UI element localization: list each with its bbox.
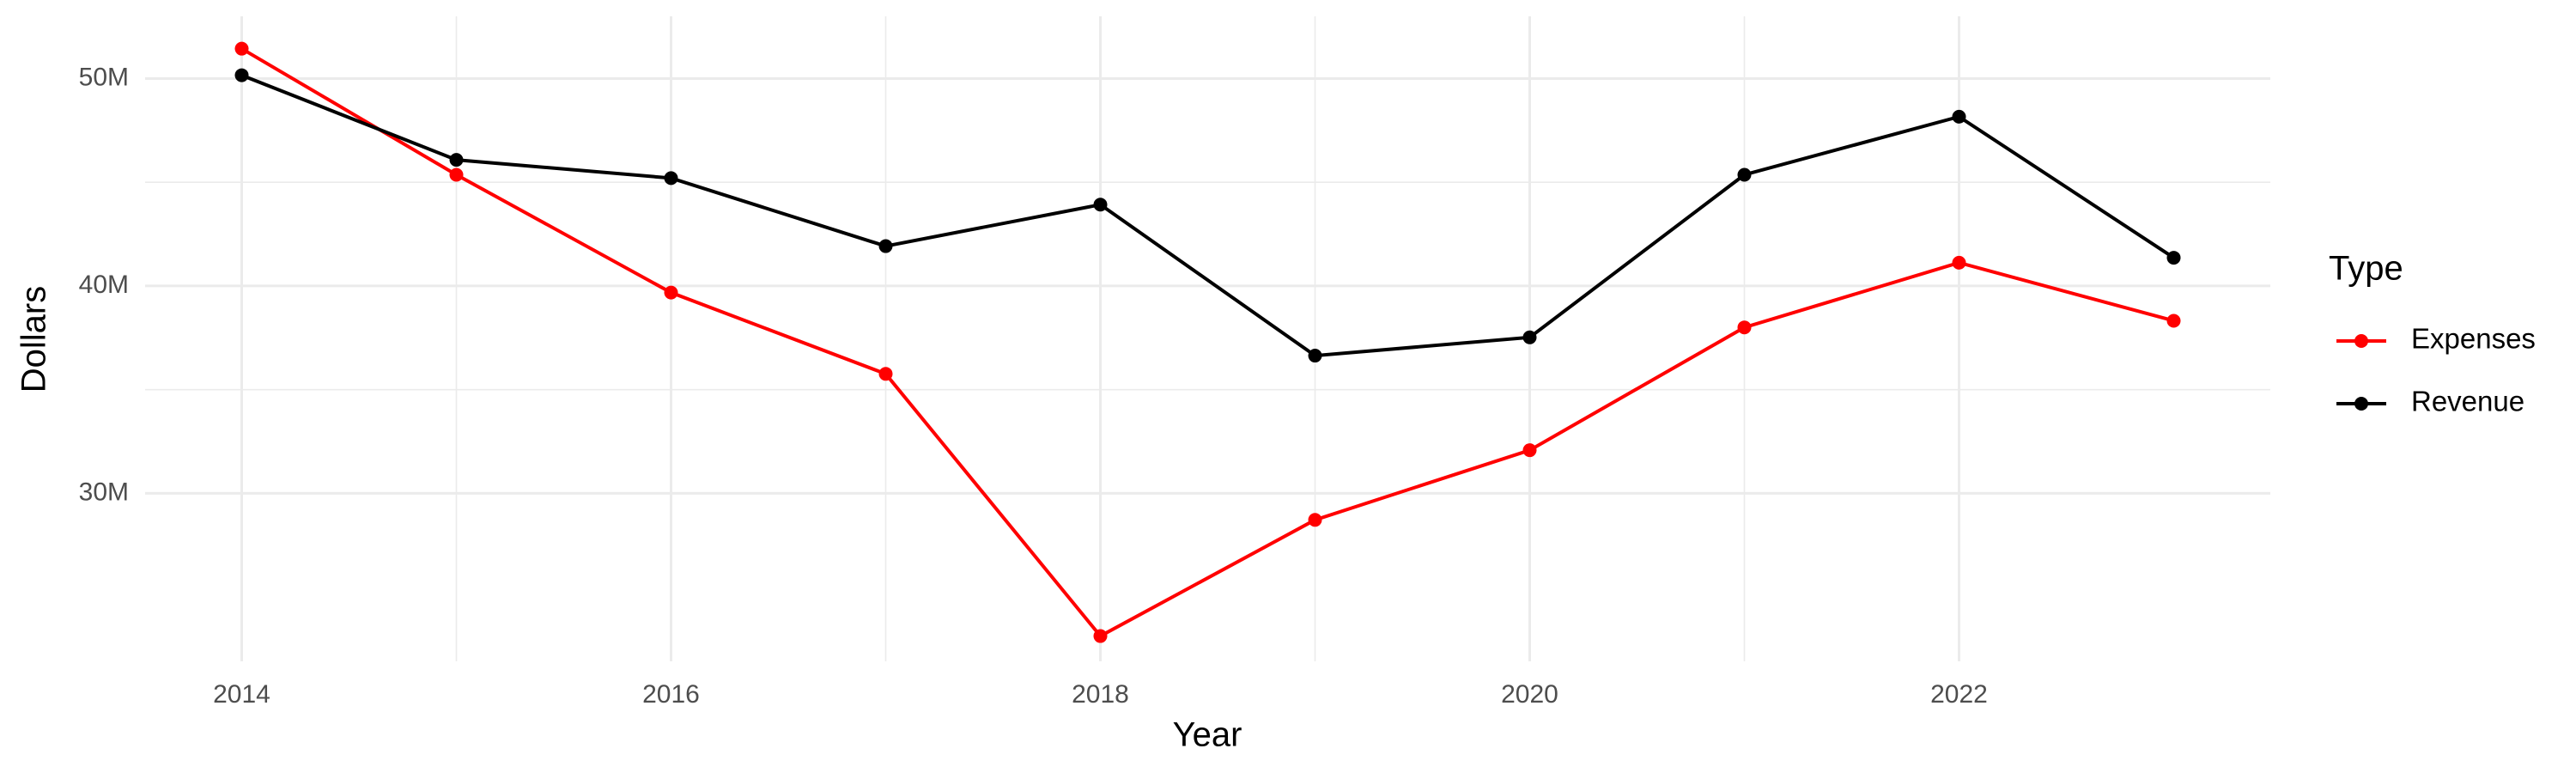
data-point — [1952, 255, 1966, 270]
y-tick-label: 40M — [79, 271, 129, 299]
x-tick-label: 2018 — [1072, 680, 1129, 709]
x-tick-label: 2022 — [1930, 680, 1988, 709]
data-point — [664, 285, 678, 300]
data-point — [2166, 251, 2181, 265]
data-point — [1093, 198, 1108, 212]
grid — [145, 16, 2270, 661]
data-point — [878, 367, 893, 381]
plot-area — [234, 41, 2181, 643]
y-axis-title: Dollars — [15, 286, 53, 393]
data-point — [234, 41, 249, 56]
data-point — [1522, 443, 1537, 458]
data-point — [1093, 629, 1108, 643]
legend-title: Type — [2329, 250, 2403, 288]
x-axis-title: Year — [1173, 716, 1242, 754]
legend-label: Revenue — [2411, 386, 2524, 417]
data-point — [2166, 313, 2181, 328]
data-point — [1737, 320, 1752, 335]
data-point — [1308, 513, 1322, 527]
data-point — [1308, 349, 1322, 363]
data-point — [664, 171, 678, 186]
data-point — [1952, 109, 1966, 124]
x-tick-label: 2016 — [642, 680, 700, 709]
legend-key-point — [2354, 334, 2368, 348]
data-point — [449, 153, 464, 167]
legend-key-point — [2354, 397, 2368, 411]
data-point — [1737, 167, 1752, 182]
series-line — [240, 46, 2175, 639]
x-tick-label: 2020 — [1501, 680, 1558, 709]
data-point — [449, 167, 464, 182]
data-point — [234, 68, 249, 82]
legend-label: Expenses — [2411, 323, 2536, 355]
data-point — [1522, 330, 1537, 344]
y-tick-label: 50M — [79, 63, 129, 91]
series-line — [240, 73, 2175, 358]
y-tick-label: 30M — [79, 478, 129, 506]
data-point — [878, 239, 893, 253]
x-tick-label: 2014 — [213, 680, 270, 709]
